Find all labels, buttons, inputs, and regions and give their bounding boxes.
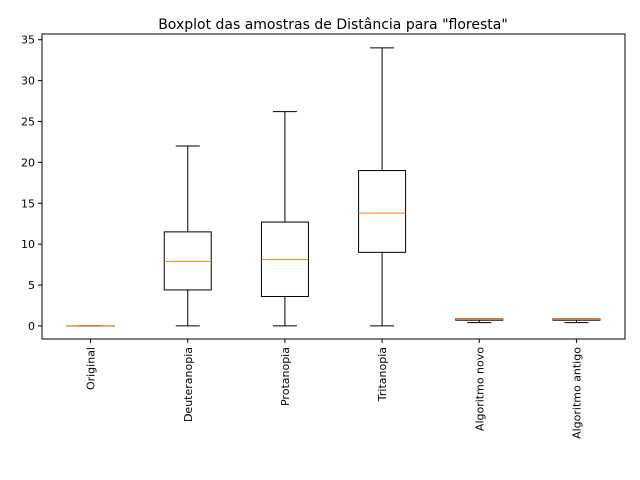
y-tick-label: 10 — [21, 238, 35, 251]
x-tick-label: Deuteranopia — [182, 347, 195, 422]
box-group — [163, 145, 212, 327]
y-tick-label: 15 — [21, 197, 35, 210]
box-group — [455, 318, 504, 324]
y-tick-label: 5 — [28, 279, 35, 292]
chart-title: Boxplot das amostras de Distância para "… — [158, 17, 508, 33]
y-tick-label: 20 — [21, 156, 35, 169]
x-tick-label: Tritanopia — [376, 347, 389, 402]
y-tick-label: 35 — [21, 34, 35, 47]
x-tick-label: Algoritmo novo — [473, 347, 486, 431]
y-axis: 0 5 10 15 20 25 30 35 — [21, 34, 42, 333]
y-tick-label: 0 — [28, 320, 35, 333]
boxes — [66, 47, 601, 327]
box — [358, 170, 407, 253]
box-group — [260, 111, 309, 327]
x-axis: Original Deuteranopia Protanopia Tritanopia… — [85, 339, 583, 439]
y-tick-label: 30 — [21, 75, 35, 88]
box-group — [358, 47, 407, 327]
plot-area — [41, 33, 626, 340]
x-tick-label: Algoritmo antigo — [570, 347, 583, 439]
x-tick-label: Protanopia — [279, 347, 292, 406]
box-group — [552, 318, 601, 324]
x-tick-label: Original — [85, 347, 98, 390]
y-tick-label: 25 — [21, 115, 35, 128]
